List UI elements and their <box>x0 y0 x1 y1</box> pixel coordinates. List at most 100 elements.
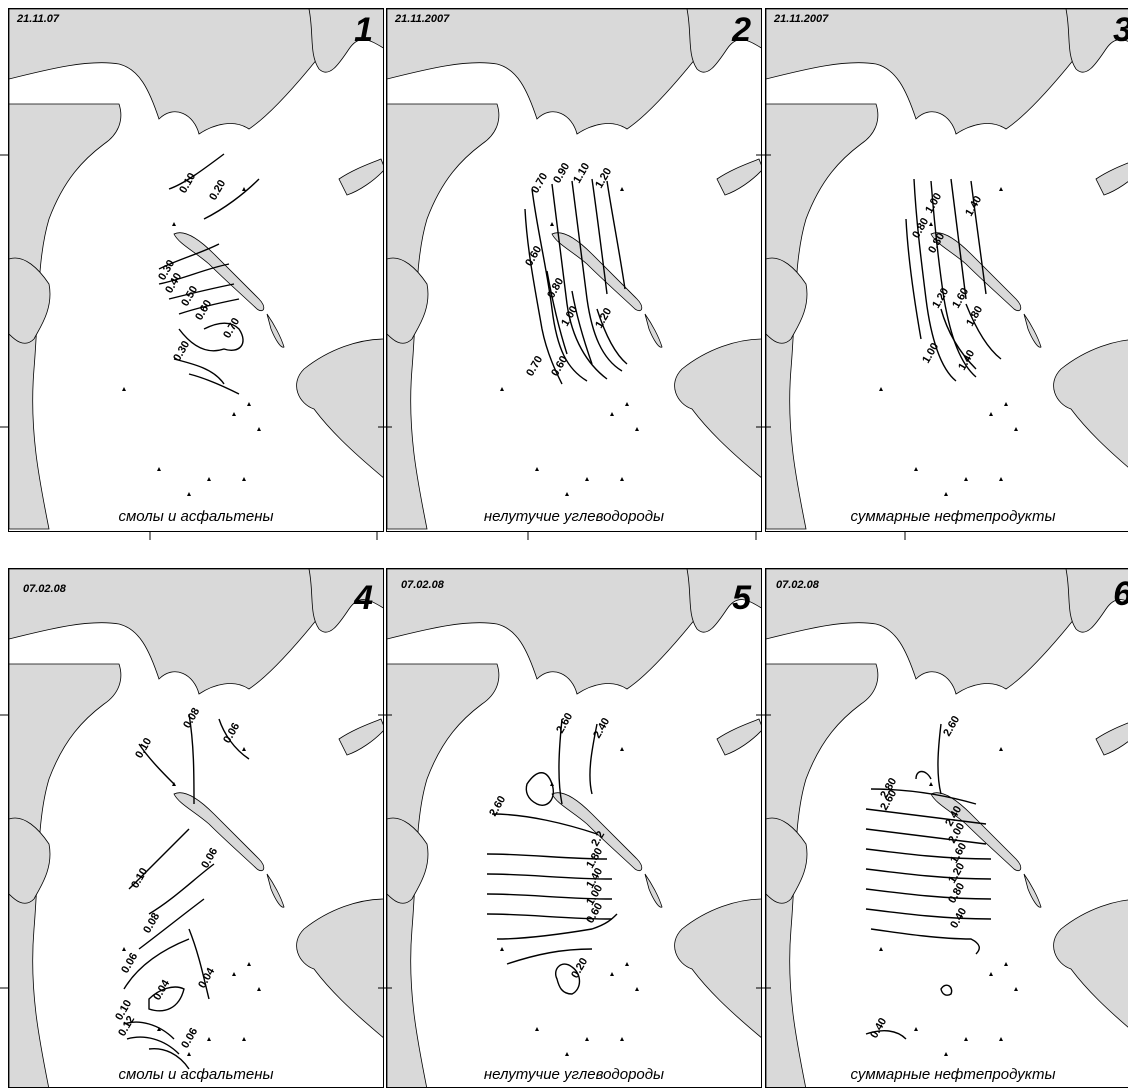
panel-date: 07.02.08 <box>776 579 819 591</box>
contour-line <box>486 873 613 880</box>
station-marker <box>999 477 1003 481</box>
station-marker <box>635 987 639 991</box>
contour-line <box>865 888 992 900</box>
land-polygon <box>766 9 1107 135</box>
contour-label: 0.70 <box>524 354 545 379</box>
station-marker <box>565 492 569 496</box>
station-marker <box>620 477 624 481</box>
contour-lines <box>905 178 1002 382</box>
contour-line <box>126 1036 180 1055</box>
panel-caption: суммарные нефтепродукты <box>850 1066 1056 1083</box>
panel-date: 07.02.08 <box>23 583 66 595</box>
station-markers <box>879 747 1018 1056</box>
station-marker <box>242 1037 246 1041</box>
land-polygon <box>686 9 761 73</box>
station-marker <box>1004 962 1008 966</box>
land-areas <box>9 569 383 1087</box>
contour-label: 2.60 <box>554 711 575 736</box>
land-polygon <box>308 9 383 73</box>
contour-label: 0.50 <box>179 284 200 309</box>
land-areas <box>9 9 383 530</box>
islet <box>1023 873 1042 908</box>
station-markers <box>879 187 1018 496</box>
contour-line <box>158 263 230 285</box>
map-4: 0.080.100.060.100.060.080.060.04 0.040.10… <box>9 569 383 1087</box>
contour-label: 0.70 <box>529 171 550 196</box>
contour-labels: 1.00 1.400.800.801.201.601.801.00 1.40 <box>910 191 985 373</box>
station-marker <box>879 947 883 951</box>
panel-date: 07.02.08 <box>401 579 444 591</box>
contour-line <box>123 938 190 990</box>
contour-line <box>558 718 563 805</box>
station-marker <box>565 1052 569 1056</box>
contour-line <box>950 178 967 300</box>
land-polygon <box>387 569 500 1087</box>
contour-labels: 2.602.802.602.402.001.601.200.800.400.40 <box>868 714 969 1041</box>
station-marker <box>989 412 993 416</box>
contour-label: 0.60 <box>549 354 570 379</box>
station-marker <box>122 947 126 951</box>
contour-line <box>606 180 626 290</box>
map-panel-2: 0.70 0.90 1.10 1.20 0.60 0.80 1.00 1.20 0.70 0.60… <box>386 8 762 532</box>
island <box>930 232 1022 312</box>
station-marker <box>500 387 504 391</box>
station-marker <box>157 1027 161 1031</box>
land-polygon <box>296 338 383 478</box>
station-marker <box>610 412 614 416</box>
station-marker <box>232 412 236 416</box>
islet <box>266 873 285 908</box>
station-marker <box>635 427 639 431</box>
land-polygon <box>766 257 808 344</box>
land-polygon <box>9 817 51 904</box>
contour-line <box>178 298 240 315</box>
panel-number: 4 <box>354 579 373 617</box>
map-6: 2.602.802.602.402.001.601.200.800.400.40 <box>766 569 1128 1087</box>
contour-labels: 0.10 0.200.300.400.500.600.700.30 <box>156 171 242 364</box>
islet <box>644 313 663 348</box>
island <box>173 792 265 872</box>
panel-number: 2 <box>732 11 751 49</box>
station-marker <box>879 387 883 391</box>
contour-line <box>188 713 195 805</box>
contour-label: 0.06 <box>179 1026 200 1051</box>
contour-line <box>218 718 250 760</box>
station-marker <box>257 987 261 991</box>
contour-label: 0.60 <box>584 901 605 926</box>
map-panel-4: 0.08 0.10 0.06 0.10 0.06 0.08 0.06 0.04 0.04 0.10… <box>8 568 384 1088</box>
station-marker <box>550 222 554 226</box>
contour-label: 0.08 <box>181 706 202 731</box>
contour-line <box>188 373 240 395</box>
panel-number: 3 <box>1113 11 1128 50</box>
contour-line <box>178 322 244 352</box>
contour-label: 1.60 <box>948 841 969 866</box>
island <box>551 232 643 312</box>
station-marker <box>172 222 176 226</box>
station-marker <box>1004 402 1008 406</box>
station-markers <box>122 747 261 1056</box>
east-island <box>338 718 383 756</box>
contour-lines <box>123 713 250 1070</box>
contour-label: 1.40 <box>963 194 984 219</box>
contour-line <box>496 913 618 940</box>
contour-line <box>555 963 581 995</box>
station-marker <box>914 1027 918 1031</box>
station-markers <box>500 187 639 496</box>
land-polygon <box>674 338 761 478</box>
station-marker <box>610 972 614 976</box>
contour-line <box>128 828 190 890</box>
east-island <box>1095 162 1128 196</box>
land-polygon <box>1065 569 1128 633</box>
contour-line <box>940 984 953 996</box>
contour-label: 0.04 <box>151 977 173 1002</box>
contour-label: 0.10 <box>129 866 150 891</box>
panel-caption: смолы и асфальтены <box>118 508 274 525</box>
station-marker <box>242 747 246 751</box>
contour-label: 0.08 <box>141 911 162 936</box>
contour-line <box>524 208 563 385</box>
contour-line <box>591 178 608 295</box>
station-marker <box>989 972 993 976</box>
contour-label: 0.90 <box>551 161 572 186</box>
land-polygon <box>9 569 350 695</box>
station-marker <box>157 467 161 471</box>
contour-line <box>589 723 598 795</box>
